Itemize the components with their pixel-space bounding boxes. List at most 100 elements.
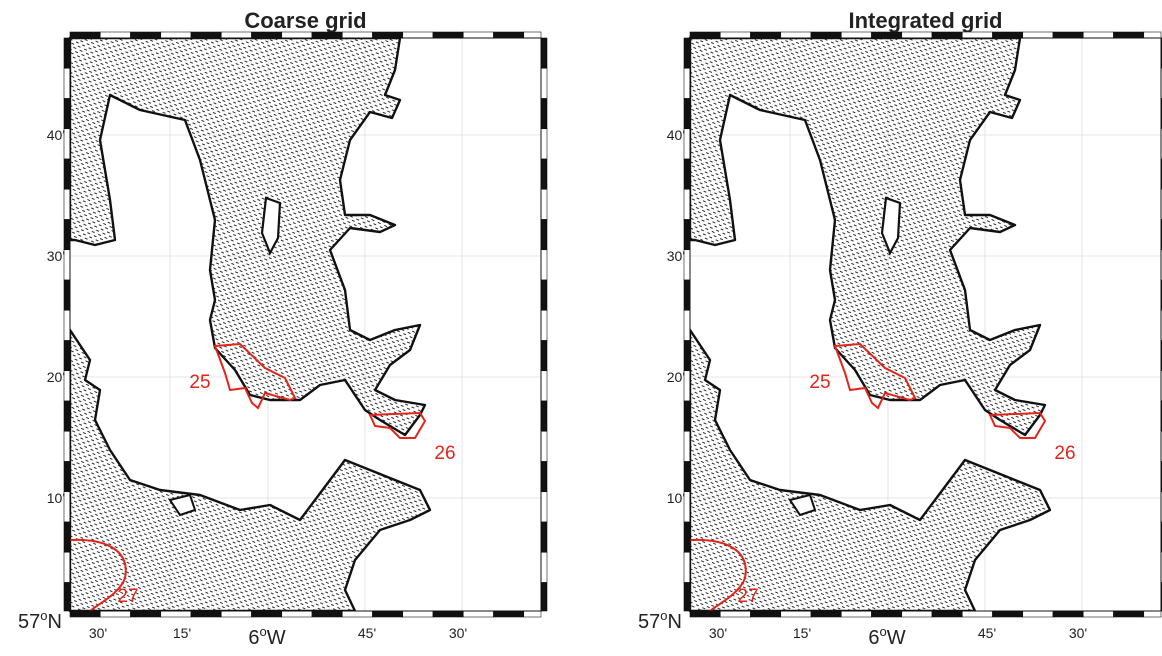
lat-label: 40': [47, 127, 65, 143]
water-south: [68, 328, 432, 613]
region-label: 25: [189, 372, 210, 393]
frame-segment: [69, 31, 101, 39]
lon-label: 45': [978, 625, 996, 641]
frame-segment: [1143, 31, 1162, 39]
frame-segment: [220, 31, 252, 39]
frame-segment: [63, 400, 71, 432]
center-lon-label: 6oW: [868, 624, 905, 649]
frame-segment: [540, 67, 548, 99]
water-south: [688, 328, 1052, 613]
lat-label: 10': [667, 490, 685, 506]
frame-segment: [780, 31, 812, 39]
frame-segment: [1113, 610, 1145, 618]
map-content: 25 26 27: [683, 31, 1162, 618]
frame-segment: [190, 31, 222, 39]
corner-lat-label-sup: o: [40, 608, 47, 623]
frame-segment: [402, 31, 434, 39]
frame-segment: [750, 610, 782, 618]
frame-segment: [372, 610, 404, 618]
region-label: 25: [809, 372, 830, 393]
center-lon-label-hemisphere: W: [887, 627, 906, 649]
frame-segment: [689, 31, 721, 39]
frame-segment: [540, 37, 548, 69]
frame-segment: [961, 610, 993, 618]
island: [260, 196, 282, 256]
frame-segment: [311, 31, 343, 39]
panel-title: Integrated grid: [848, 8, 1002, 33]
frame-segment: [1082, 610, 1114, 618]
frame-segment: [683, 461, 691, 493]
island: [788, 493, 817, 517]
map-content: 25 26 27: [63, 31, 548, 618]
center-lon-label-value: 6: [248, 627, 259, 649]
lat-label: 10': [47, 490, 65, 506]
frame-segment: [130, 610, 162, 618]
frame-segment: [523, 31, 542, 39]
frame-segment: [63, 340, 71, 372]
frame-segment: [540, 219, 548, 251]
frame-segment: [683, 67, 691, 99]
frame-segment: [683, 188, 691, 220]
frame-segment: [540, 521, 548, 553]
frame-segment: [683, 430, 691, 462]
frame-segment: [160, 610, 192, 618]
region-outline: [833, 342, 917, 410]
frame-segment: [961, 31, 993, 39]
panel-title: Coarse grid: [244, 8, 366, 33]
corner-lat-label-hemisphere: N: [48, 611, 62, 633]
frame-segment: [402, 610, 434, 618]
frame-segment: [683, 582, 691, 612]
frame-segment: [931, 31, 963, 39]
frame-segment: [1143, 610, 1162, 618]
frame-segment: [281, 610, 313, 618]
frame-segment: [1052, 610, 1084, 618]
frame-segment: [719, 31, 751, 39]
frame-segment: [63, 279, 71, 311]
frame-segment: [683, 551, 691, 583]
region-label: 26: [1054, 443, 1075, 464]
frame-segment: [493, 610, 525, 618]
frame-segment: [63, 551, 71, 583]
corner-lat-label-sup: o: [660, 608, 667, 623]
frame-segment: [540, 98, 548, 130]
frame-segment: [99, 610, 131, 618]
frame-segment: [683, 340, 691, 372]
lon-label: 30': [449, 625, 467, 641]
lat-label: 30': [667, 248, 685, 264]
frame: [69, 37, 542, 612]
frame-segment: [683, 400, 691, 432]
frame-segment: [540, 279, 548, 311]
frame-segment: [341, 31, 373, 39]
water-north: [68, 36, 427, 437]
frame-segment: [780, 610, 812, 618]
frame-segment: [63, 188, 71, 220]
frame-segment: [63, 430, 71, 462]
frame-segment: [1082, 31, 1114, 39]
frame-segment: [1113, 31, 1145, 39]
map-panel: Integrated grid 25 26 27 40' 30' 20' 10' 30' 15' 4…: [638, 8, 1162, 649]
frame-segment: [493, 31, 525, 39]
frame-segment: [63, 461, 71, 493]
frame-segment: [63, 582, 71, 612]
frame-segment: [432, 31, 464, 39]
frame-segment: [63, 521, 71, 553]
frame-segment: [63, 67, 71, 99]
corner-lat-label: 57oN: [638, 608, 682, 633]
frame-segment: [63, 219, 71, 251]
frame-segment: [683, 158, 691, 190]
frame-segment: [281, 31, 313, 39]
frame-segment: [683, 98, 691, 130]
island: [168, 493, 197, 517]
frame-segment: [63, 37, 71, 69]
lon-label: 15': [173, 625, 191, 641]
frame-segment: [540, 370, 548, 402]
frame-segment: [523, 610, 542, 618]
region-outline: [368, 411, 427, 439]
frame-segment: [931, 610, 963, 618]
region-outline: [213, 342, 297, 410]
frame-segment: [540, 461, 548, 493]
region-outline: [69, 538, 127, 612]
region-outline: [689, 538, 747, 612]
center-lon-label-hemisphere: W: [267, 627, 286, 649]
